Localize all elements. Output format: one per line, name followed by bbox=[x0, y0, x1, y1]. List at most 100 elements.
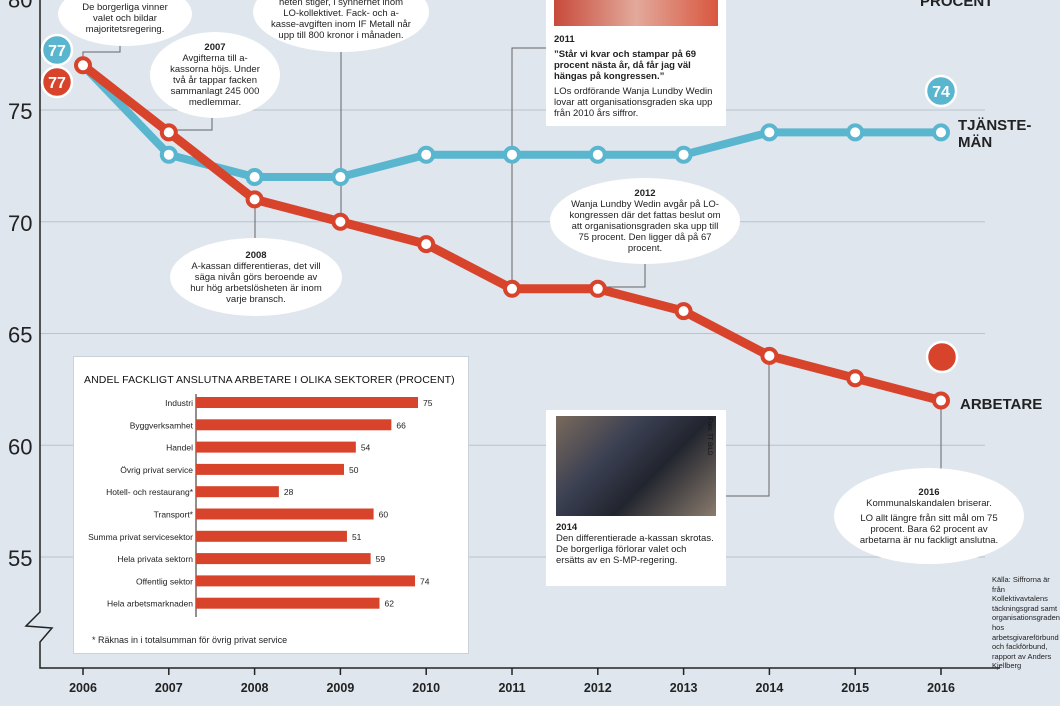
bar-value: 75 bbox=[423, 398, 433, 408]
bar-value: 54 bbox=[361, 443, 371, 453]
bar-label: Övrig privat service bbox=[120, 465, 193, 475]
x-tick-2009: 2009 bbox=[326, 681, 354, 695]
point-arbetare-2011 bbox=[503, 279, 521, 298]
x-tick-2006: 2006 bbox=[69, 681, 97, 695]
annotation-2012: 2012 Wanja Lundby Wedin avgår på LO-kong… bbox=[550, 178, 740, 264]
point-tjanstemän-2009 bbox=[331, 168, 350, 187]
bar bbox=[196, 575, 416, 587]
bar-chart-title: ANDEL FACKLIGT ANSLUTNA ARBETARE I OLIKA… bbox=[84, 374, 455, 386]
annotation-2016-text1: Kommunalskandalen briserar. bbox=[866, 497, 992, 509]
photo-stefan-lofven: Foto: TT BILD bbox=[556, 416, 716, 516]
bar-value: 28 bbox=[284, 487, 294, 497]
annotation-2016-year: 2016 bbox=[918, 486, 940, 498]
series-label-tjanstemän-line1: TJÄNSTE- bbox=[958, 117, 1032, 134]
annotation-2007: 2007 Avgifterna till a-kassorna höjs. Un… bbox=[150, 32, 280, 118]
bar bbox=[196, 508, 374, 520]
leader-2007 bbox=[169, 118, 213, 131]
badge-start-arbetare: 77 bbox=[40, 65, 74, 99]
point-arbetare-2016 bbox=[932, 391, 950, 410]
y-tick-60: 60 bbox=[8, 434, 32, 459]
badge-target-arbetare bbox=[925, 340, 959, 374]
procent-label: PROCENT bbox=[920, 0, 994, 10]
x-tick-2010: 2010 bbox=[412, 681, 440, 695]
annotation-2016: 2016 Kommunalskandalen briserar. LO allt… bbox=[834, 468, 1024, 564]
x-tick-2008: 2008 bbox=[241, 681, 269, 695]
bar-value: 50 bbox=[349, 465, 359, 475]
point-tjanstemän-2012 bbox=[588, 145, 607, 164]
annotation-2016-text2: LO allt längre från sitt mål om 75 proce… bbox=[859, 512, 999, 546]
bar bbox=[196, 441, 356, 453]
x-tick-2014: 2014 bbox=[755, 681, 783, 695]
bar-value: 62 bbox=[385, 599, 395, 609]
annotation-2012-year: 2012 bbox=[634, 188, 656, 199]
series-label-tjanstemän: TJÄNSTE- MÄN bbox=[958, 117, 1031, 151]
point-tjanstemän-2010 bbox=[417, 145, 436, 164]
bar-label: Transport* bbox=[154, 510, 194, 520]
value-badges: 77 77 74 bbox=[40, 33, 959, 374]
annotation-2006-text: De borgerliga vinner valet och bildar ma… bbox=[82, 1, 168, 35]
point-tjanstemän-2007 bbox=[159, 145, 178, 164]
leader-2012 bbox=[598, 262, 646, 288]
bar bbox=[196, 397, 418, 408]
point-tjanstemän-2015 bbox=[846, 123, 865, 142]
point-arbetare-2010 bbox=[417, 235, 436, 254]
x-tick-2012: 2012 bbox=[584, 681, 612, 695]
point-tjanstemän-2008 bbox=[245, 168, 264, 187]
point-arbetare-2008 bbox=[245, 190, 264, 209]
bar bbox=[196, 419, 392, 431]
photo-wanja-lundby-wedin bbox=[554, 0, 718, 26]
bar-label: Handel bbox=[166, 443, 193, 453]
photo-credit: Foto: TT BILD bbox=[706, 418, 712, 456]
bar-chart-plot: Industri 75 Byggverksamhet 66 Handel 54 Övrig … bbox=[88, 394, 433, 617]
bar-label: Industri bbox=[165, 398, 193, 408]
y-tick-75: 75 bbox=[8, 99, 32, 124]
annotation-2008-text: A-kassan differentieras, det vill säga n… bbox=[190, 260, 322, 305]
point-arbetare-2009 bbox=[331, 212, 350, 231]
bar-value: 60 bbox=[379, 510, 389, 520]
badge-end-tjanstemän: 74 bbox=[924, 74, 958, 108]
annotation-2008-year: 2008 bbox=[245, 249, 267, 261]
bar-label: Byggverksamhet bbox=[130, 420, 194, 430]
annotation-2014-year: 2014 bbox=[556, 522, 578, 533]
bar bbox=[196, 553, 371, 565]
y-tick-65: 65 bbox=[8, 323, 32, 348]
bar bbox=[196, 597, 380, 609]
point-arbetare-2014 bbox=[760, 346, 779, 365]
series-points bbox=[74, 56, 950, 410]
point-arbetare-2007 bbox=[159, 123, 178, 142]
annotation-2008: 2008 A-kassan differentieras, det vill s… bbox=[170, 238, 342, 316]
y-axis-ticks: 55 60 65 70 75 80 bbox=[8, 0, 32, 571]
point-arbetare-2012 bbox=[588, 279, 607, 298]
x-tick-2013: 2013 bbox=[670, 681, 698, 695]
point-tjanstemän-2013 bbox=[674, 145, 693, 164]
bar bbox=[196, 463, 344, 475]
svg-text:74: 74 bbox=[932, 84, 950, 101]
point-arbetare-2015 bbox=[846, 369, 865, 388]
point-start bbox=[74, 56, 92, 75]
annotation-2012-text: Wanja Lundby Wedin avgår på LO-kongresse… bbox=[569, 199, 721, 254]
bar-value: 74 bbox=[420, 576, 430, 586]
bar-value: 51 bbox=[352, 532, 362, 542]
x-tick-2016: 2016 bbox=[927, 681, 955, 695]
annotation-2011: 2011 ”Står vi kvar och stampar på 69 pro… bbox=[546, 0, 726, 126]
annotation-2007-year: 2007 bbox=[204, 42, 226, 53]
x-tick-2015: 2015 bbox=[841, 681, 869, 695]
bar bbox=[196, 486, 279, 498]
leader-2014 bbox=[726, 355, 770, 497]
annotation-2014-text: Den differentierade a-kassan skrotas. De… bbox=[556, 533, 714, 566]
bar-label: Hela privata sektorn bbox=[117, 554, 193, 564]
x-tick-2011: 2011 bbox=[498, 681, 525, 695]
source-note: Källa: Siffrorna är från Kollektivavtale… bbox=[992, 575, 1060, 671]
annotation-2011-text: LOs ordförande Wanja Lundby Wedin lovar … bbox=[554, 86, 713, 119]
y-tick-70: 70 bbox=[8, 211, 32, 236]
point-arbetare-2013 bbox=[674, 302, 693, 321]
badge-start-tjanstemän: 77 bbox=[40, 33, 74, 67]
bar-value: 66 bbox=[396, 420, 406, 430]
bar-label: Hela arbetsmarknaden bbox=[107, 599, 193, 609]
annotation-2007-text: Avgifterna till a-kassorna höjs. Under t… bbox=[170, 53, 260, 108]
x-axis: 2006 2007 2008 2009 2010 2011 2012 2013 2014 2015… bbox=[24, 0, 1000, 695]
annotation-2011-quote: ”Står vi kvar och stampar på 69 procent … bbox=[554, 49, 697, 82]
bar-label: Hotell- och restaurang* bbox=[106, 487, 194, 497]
leader-2011 bbox=[511, 47, 546, 287]
